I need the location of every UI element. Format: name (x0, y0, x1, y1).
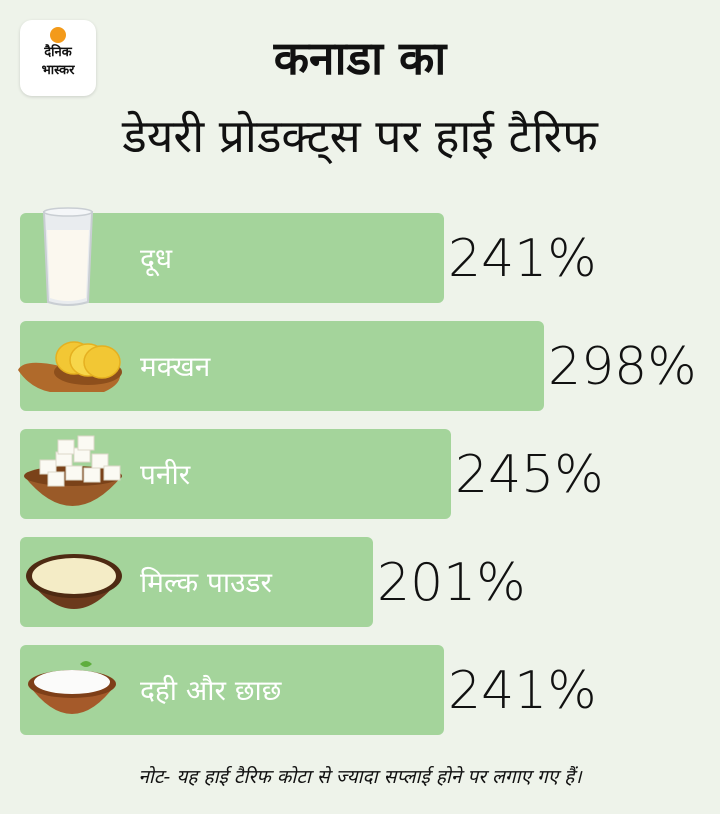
paneer-icon (24, 435, 122, 506)
bar-row: दही और छाछ 241% (20, 645, 597, 735)
category-label: दही और छाछ (140, 674, 283, 707)
value-label: 298% (548, 337, 697, 397)
title-line-1: कनाडा का (273, 31, 447, 85)
footnote: नोट- यह हाई टैरिफ कोटा से ज्यादा सप्लाई … (138, 766, 582, 788)
sun-icon (50, 27, 66, 43)
title-line-2: डेयरी प्रोडक्ट्स पर हाई टैरिफ (122, 109, 598, 163)
bar-row: मक्खन 298% (18, 321, 697, 411)
category-label: मक्खन (140, 350, 211, 383)
value-label: 241% (448, 661, 597, 721)
bar-row: पनीर 245% (20, 429, 604, 519)
dainik-bhaskar-logo: दैनिक भास्कर (20, 20, 96, 96)
bar-row: दूध 241% (20, 207, 597, 306)
tariff-bar-chart: दूध 241% मक्खन 298% पनीर 245% मिल्क पाउडर 201% द… (18, 207, 697, 735)
logo-text-line2: भास्कर (41, 63, 75, 78)
curd-icon (28, 661, 116, 714)
category-label: दूध (140, 242, 173, 277)
bar (20, 213, 444, 303)
category-label: मिल्क पाउडर (140, 566, 273, 599)
category-label: पनीर (140, 458, 191, 491)
value-label: 201% (377, 553, 526, 613)
butter-icon (18, 341, 122, 392)
value-label: 245% (455, 445, 604, 505)
bar (20, 645, 444, 735)
bar (20, 429, 451, 519)
milk-glass-icon (42, 207, 94, 306)
bar (20, 321, 544, 411)
bar-row: मिल्क पाउडर 201% (20, 537, 526, 627)
logo-text-line1: दैनिक (44, 45, 72, 60)
bar (20, 537, 373, 627)
milk-powder-icon (26, 554, 122, 609)
value-label: 241% (448, 229, 597, 289)
